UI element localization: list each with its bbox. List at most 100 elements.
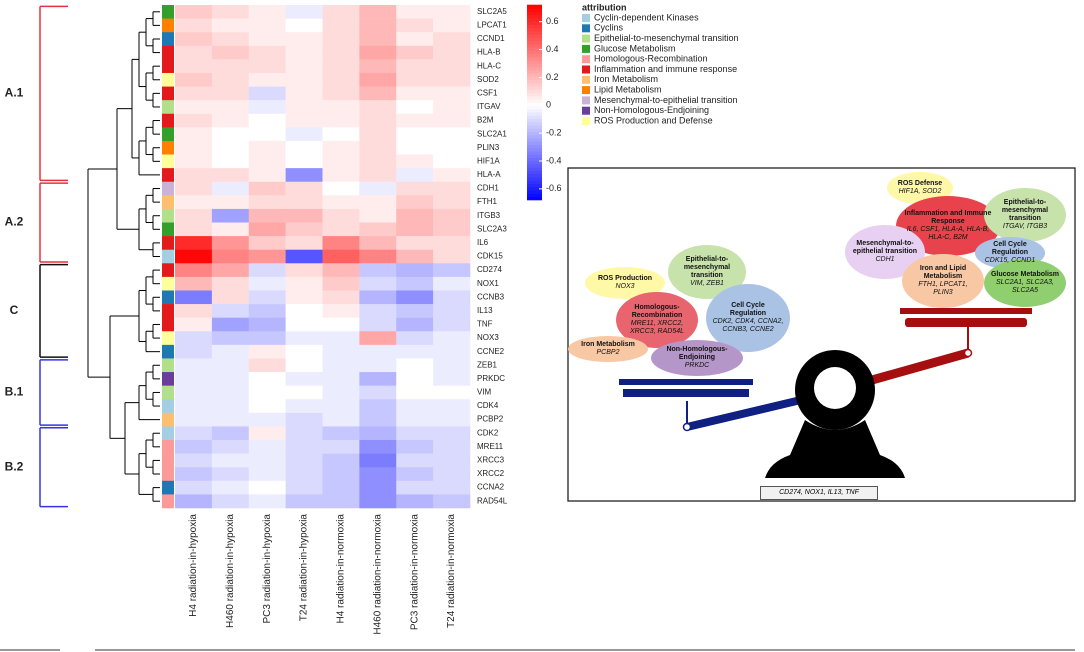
row-label: CD274 bbox=[477, 265, 502, 274]
colorbar-slice bbox=[527, 105, 542, 110]
heat-cell bbox=[433, 453, 471, 468]
heat-cell bbox=[322, 249, 360, 264]
heat-cell bbox=[211, 412, 250, 427]
row-label: SLC2A3 bbox=[477, 224, 507, 233]
base-label: CD274, NOX1, IL13, TNF bbox=[760, 486, 878, 500]
heat-cell bbox=[175, 72, 213, 87]
row-annotation bbox=[162, 372, 174, 386]
heat-cell bbox=[433, 100, 471, 115]
heat-cell bbox=[248, 236, 286, 251]
column-label: PC3 radiation-in-hypoxia bbox=[262, 514, 273, 624]
heat-cell bbox=[211, 494, 250, 509]
heat-cell bbox=[248, 412, 286, 427]
heat-cell bbox=[248, 86, 286, 101]
heat-cell bbox=[396, 181, 434, 196]
colorbar-slice bbox=[527, 144, 542, 149]
colorbar-slice bbox=[527, 141, 542, 146]
heat-cell bbox=[175, 453, 213, 468]
group-label: Epithelial-to-mesenchymal transition ITGA… bbox=[990, 188, 1060, 242]
heat-cell bbox=[248, 45, 286, 60]
heat-cell bbox=[396, 344, 434, 359]
heat-cell bbox=[211, 32, 250, 47]
heat-cell bbox=[433, 358, 471, 373]
heat-cell bbox=[322, 467, 360, 482]
heat-cell bbox=[248, 222, 286, 237]
row-label: SOD2 bbox=[477, 75, 499, 84]
heat-cell bbox=[433, 426, 471, 441]
colorbar-label: -0.2 bbox=[546, 128, 562, 138]
heat-cell bbox=[285, 358, 323, 373]
legend-label: ROS Production and Defense bbox=[594, 115, 713, 125]
heat-cell bbox=[433, 440, 471, 454]
row-label: CDK2 bbox=[477, 428, 499, 437]
colorbar-slice bbox=[527, 76, 542, 81]
heat-cell bbox=[396, 59, 434, 74]
legend-label: Cyclins bbox=[594, 23, 624, 33]
heat-cell bbox=[433, 480, 471, 495]
row-annotation bbox=[162, 222, 174, 237]
heat-cell bbox=[359, 494, 397, 509]
heat-cell bbox=[396, 18, 434, 33]
heat-cell bbox=[396, 5, 434, 19]
row-label: FTH1 bbox=[477, 197, 498, 206]
row-label: CCNB3 bbox=[477, 292, 505, 301]
heat-cell bbox=[248, 72, 286, 87]
colorbar-slice bbox=[527, 33, 542, 38]
heat-cell bbox=[433, 412, 471, 427]
heat-cell bbox=[396, 304, 434, 318]
row-annotation bbox=[162, 45, 174, 60]
group-title: Glucose Metabolism bbox=[990, 271, 1060, 279]
heat-cell bbox=[285, 276, 323, 291]
heat-cell bbox=[175, 18, 213, 33]
legend-label: Iron Metabolism bbox=[594, 74, 658, 84]
heat-cell bbox=[285, 317, 323, 332]
colorbar-slice bbox=[527, 30, 542, 35]
heat-cell bbox=[211, 290, 250, 305]
colorbar-slice bbox=[527, 124, 542, 129]
group-label: Cell Cycle Regulation CDK2, CDK4, CCNA2, … bbox=[712, 284, 784, 352]
heat-cell bbox=[285, 5, 323, 19]
colorbar-slice bbox=[527, 111, 542, 116]
heat-cell bbox=[322, 5, 360, 19]
balance bbox=[619, 308, 1032, 478]
heat-cell bbox=[285, 412, 323, 427]
heat-cell bbox=[285, 494, 323, 509]
heat-cell bbox=[211, 304, 250, 318]
heat-cell bbox=[285, 249, 323, 264]
heat-cell bbox=[322, 113, 360, 128]
row-label: IL13 bbox=[477, 306, 493, 315]
row-annotation bbox=[162, 249, 174, 264]
row-annotation bbox=[162, 208, 174, 223]
group-title: ROS Production bbox=[597, 275, 653, 283]
heat-cell bbox=[175, 440, 213, 454]
row-annotation bbox=[162, 127, 174, 142]
row-annotation bbox=[162, 412, 174, 427]
row-annotation bbox=[162, 72, 174, 87]
heat-cell bbox=[285, 18, 323, 33]
heat-cell bbox=[433, 344, 471, 359]
heat-cell bbox=[359, 317, 397, 332]
legend-swatch bbox=[582, 55, 590, 64]
heat-cell bbox=[211, 208, 250, 223]
heat-cell bbox=[175, 412, 213, 427]
heat-cell bbox=[322, 32, 360, 47]
heat-cell bbox=[211, 72, 250, 87]
heat-cell bbox=[359, 426, 397, 441]
heat-cell bbox=[396, 412, 434, 427]
row-label: PCBP2 bbox=[477, 415, 504, 424]
row-label: PRKDC bbox=[477, 374, 505, 383]
heat-cell bbox=[322, 290, 360, 305]
colorbar-slice bbox=[527, 118, 542, 123]
group-ellipse bbox=[706, 284, 790, 352]
colorbar-slice bbox=[527, 72, 542, 77]
heat-cell bbox=[175, 372, 213, 386]
legend-label: Non-Homologous-Endjoining bbox=[594, 105, 709, 115]
left-pivot bbox=[682, 422, 692, 432]
heat-cell bbox=[359, 467, 397, 482]
heat-cell bbox=[175, 276, 213, 291]
row-annotation bbox=[162, 140, 174, 155]
heat-cell bbox=[433, 385, 471, 400]
heat-cell bbox=[433, 222, 471, 237]
right-pan bbox=[905, 318, 1027, 327]
legend-label: Homologous-Recombination bbox=[594, 54, 708, 64]
